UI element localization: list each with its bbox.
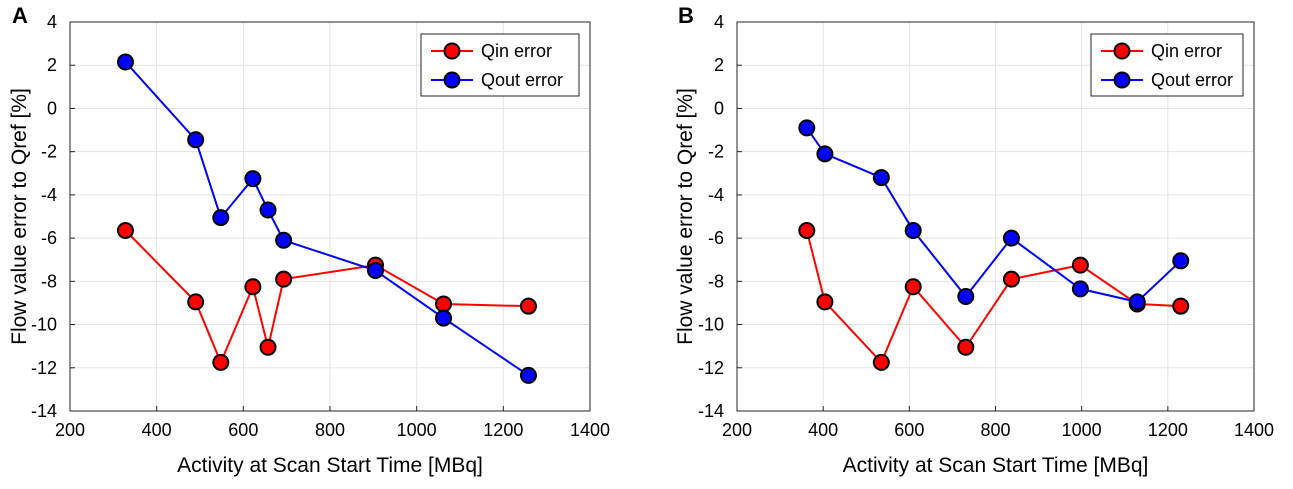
y-tick-label: -4 — [41, 185, 57, 205]
chart-panel-a: 200 400 600 800 1000 1200 1400 -14 -12 -10 -8 -6 -4 -… — [8, 3, 610, 477]
qin-error-point — [275, 270, 293, 288]
qout-error-point — [1128, 293, 1146, 311]
x-tick-label: 800 — [980, 420, 1010, 440]
qin-error-point — [435, 295, 453, 313]
legend: Qin error Qout error — [1090, 33, 1244, 97]
x-tick-label: 600 — [894, 420, 924, 440]
qout-error-point — [212, 209, 230, 227]
qin-error-point — [957, 338, 975, 356]
y-tick-label: -14 — [698, 401, 724, 421]
chart-panel-b: 200 400 600 800 1000 1200 1400 -14 -12 -10 -8 -6 -4 -… — [674, 3, 1274, 477]
qout-error-point — [244, 170, 262, 188]
qout-error-point — [187, 131, 205, 149]
y-tick-label: -2 — [41, 142, 57, 162]
legend-label-qin-error: Qin error — [481, 41, 552, 61]
y-tick-label: 2 — [47, 55, 57, 75]
panel-letter: A — [12, 3, 28, 28]
x-tick-label: 200 — [55, 420, 85, 440]
legend-label-qout-error: Qout error — [481, 70, 563, 90]
qin-error-point — [1071, 256, 1089, 274]
qout-error-point — [116, 53, 134, 71]
x-tick-label: 400 — [808, 420, 838, 440]
y-tick-label: -12 — [698, 358, 724, 378]
qin-error-point — [244, 278, 262, 296]
x-tick-label: 1200 — [1148, 420, 1188, 440]
qout-error-point — [957, 287, 975, 305]
qout-error-point — [519, 366, 537, 384]
qout-error-point — [1071, 280, 1089, 298]
y-tick-label: -8 — [708, 271, 724, 291]
y-tick-label: -10 — [31, 315, 57, 335]
qin-error-point — [872, 353, 890, 371]
legend-marker-qout-error — [443, 71, 461, 89]
legend-marker-qin-error — [1113, 42, 1131, 60]
qout-error-point — [798, 119, 816, 137]
y-tick-label: 2 — [714, 55, 724, 75]
legend-marker-qin-error — [443, 42, 461, 60]
qout-error-point — [367, 262, 384, 280]
x-tick-label: 1400 — [1234, 420, 1274, 440]
legend-marker-qout-error — [1113, 71, 1131, 89]
qin-error-point — [212, 353, 230, 371]
qin-error-point — [904, 278, 922, 296]
legend-label-qout-error: Qout error — [1151, 70, 1233, 90]
legend-label-qin-error: Qin error — [1151, 41, 1222, 61]
x-tick-label: 1200 — [483, 420, 523, 440]
qin-error-point — [519, 297, 537, 315]
y-tick-label: 0 — [47, 98, 57, 118]
x-tick-label: 200 — [722, 420, 752, 440]
y-tick-label: 4 — [47, 12, 57, 32]
qout-error-point — [872, 169, 890, 187]
qout-error-point — [816, 145, 834, 163]
x-tick-label: 800 — [315, 420, 345, 440]
panel-letter: B — [678, 3, 694, 28]
x-axis-label: Activity at Scan Start Time [MBq] — [177, 454, 483, 477]
qout-error-point — [275, 231, 293, 249]
x-tick-label: 600 — [228, 420, 258, 440]
x-tick-label: 400 — [142, 420, 172, 440]
qout-error-point — [904, 222, 922, 240]
qout-error-point — [1002, 229, 1020, 247]
qout-error-point — [435, 309, 453, 327]
x-tick-label: 1400 — [570, 420, 610, 440]
y-axis-label: Flow value error to Qref [%] — [674, 88, 697, 345]
legend: Qin error Qout error — [420, 33, 580, 97]
y-tick-label: -14 — [31, 401, 57, 421]
qin-error-point — [816, 293, 834, 311]
qin-error-point — [1172, 297, 1190, 315]
qout-error-point — [259, 201, 277, 219]
y-axis-label: Flow value error to Qref [%] — [8, 88, 31, 345]
qin-error-point — [798, 222, 816, 240]
x-tick-label: 1000 — [397, 420, 437, 440]
qin-error-point — [116, 222, 134, 240]
x-axis-label: Activity at Scan Start Time [MBq] — [843, 454, 1149, 477]
y-tick-label: -10 — [698, 315, 724, 335]
y-tick-label: 4 — [714, 12, 724, 32]
y-tick-label: -6 — [41, 228, 57, 248]
qin-error-point — [187, 293, 205, 311]
qin-error-point — [1002, 270, 1020, 288]
y-tick-label: -8 — [41, 271, 57, 291]
y-tick-label: -4 — [708, 185, 724, 205]
y-tick-label: -2 — [708, 142, 724, 162]
qin-error-point — [259, 338, 277, 356]
y-tick-label: -12 — [31, 358, 57, 378]
y-tick-label: -6 — [708, 228, 724, 248]
y-tick-label: 0 — [714, 98, 724, 118]
x-tick-label: 1000 — [1062, 420, 1102, 440]
qout-error-point — [1172, 252, 1190, 270]
